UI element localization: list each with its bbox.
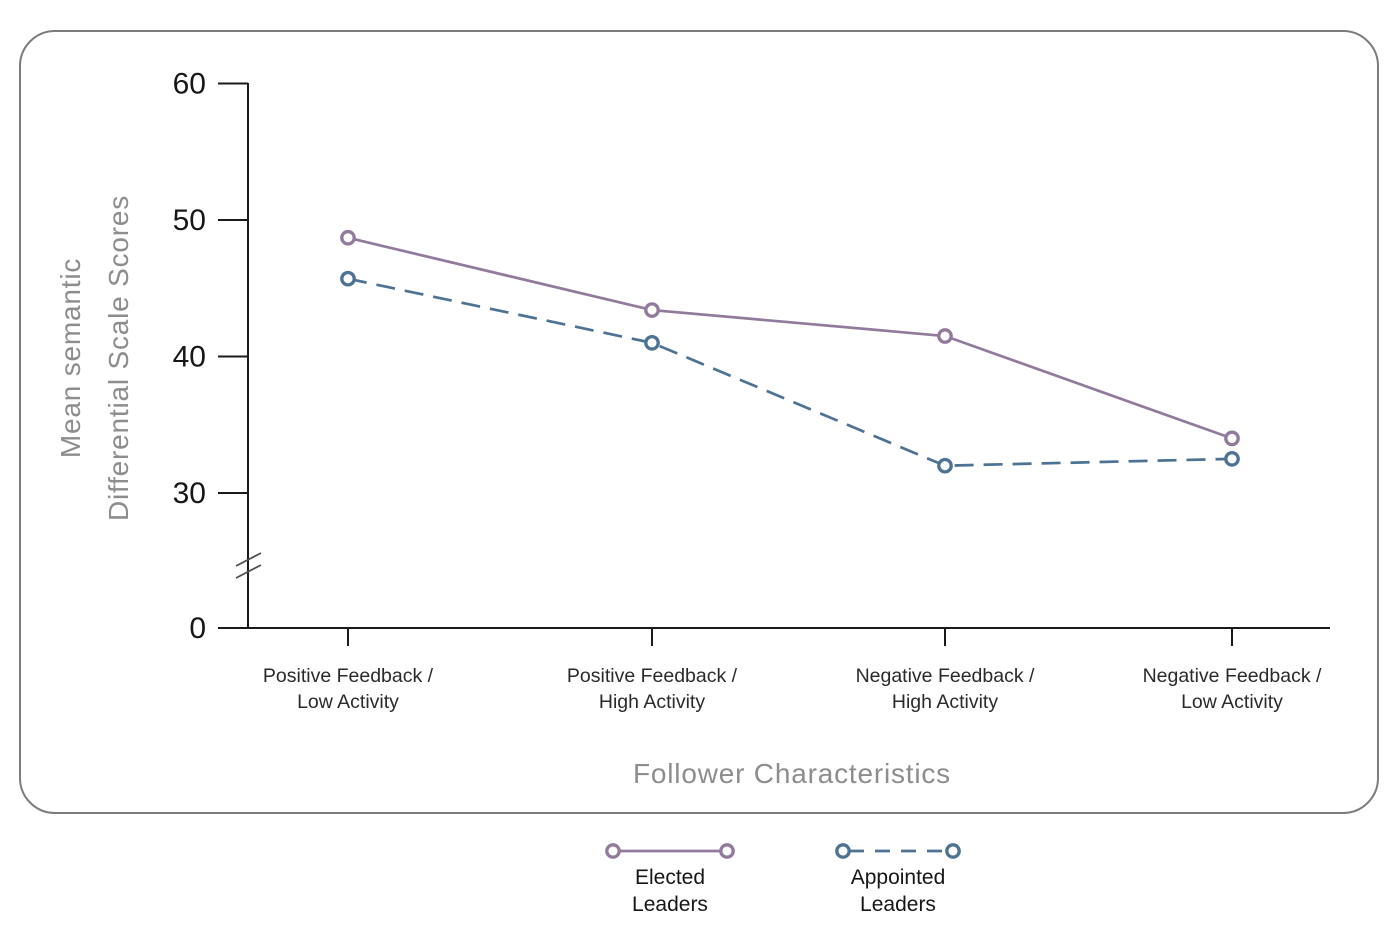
data-point-marker-appointed-leaders: [340, 270, 356, 287]
category-label: Negative Feedback /: [856, 665, 1035, 687]
legend-label-appointed-line2: Leaders: [860, 893, 936, 916]
category-label: Low Activity: [297, 691, 399, 713]
category-label: High Activity: [892, 691, 998, 713]
legend-label-elected-line2: Leaders: [632, 893, 708, 916]
y-axis-title-line1: Mean semantic: [55, 258, 86, 458]
category-label: Low Activity: [1181, 691, 1283, 713]
axis-break-mark: [235, 552, 262, 567]
series-line-elected-leaders: [347, 236, 1233, 440]
axes-layer: 0 30 40 50 60 Positive Feedback / Low Activity…: [173, 68, 1330, 713]
data-point-marker-appointed-leaders: [644, 334, 660, 351]
chart-panel-border: [19, 30, 1379, 814]
legend-swatch-marker-appointed-leaders: [945, 843, 961, 859]
legend-swatch-marker-elected-leaders: [719, 843, 735, 859]
data-point-marker-elected-leaders: [1224, 430, 1240, 447]
legend-swatch-marker-elected-leaders: [605, 843, 621, 859]
axis-break-mark: [235, 564, 262, 579]
data-point-marker-elected-leaders: [340, 229, 356, 246]
x-axis-title: Follower Characteristics: [633, 758, 951, 789]
y-tick-label: 60: [173, 68, 206, 101]
legend-label-elected-line1: Elected: [635, 866, 705, 889]
legend-swatch-layer: [605, 843, 961, 859]
category-label: High Activity: [599, 691, 705, 713]
data-point-marker-appointed-leaders: [937, 457, 953, 474]
data-point-marker-elected-leaders: [644, 302, 660, 318]
y-axis-title: Mean semantic Differential Scale Scores: [55, 195, 134, 521]
category-label: Positive Feedback /: [263, 665, 434, 687]
data-point-marker-elected-leaders: [937, 328, 953, 344]
series-layer: [340, 229, 1240, 474]
series-line-appointed-leaders: [347, 277, 1233, 468]
y-tick-label: 40: [173, 341, 206, 374]
data-point-marker-appointed-leaders: [1224, 451, 1240, 467]
legend-label-appointed-line1: Appointed: [851, 866, 946, 889]
y-tick-label: 50: [173, 204, 206, 237]
y-tick-label: 30: [173, 477, 206, 510]
y-axis-title-line2: Differential Scale Scores: [103, 195, 134, 521]
legend-swatch-marker-appointed-leaders: [835, 843, 851, 859]
category-label: Negative Feedback /: [1143, 665, 1322, 687]
y-tick-label: 0: [189, 612, 206, 645]
category-label: Positive Feedback /: [567, 665, 738, 687]
